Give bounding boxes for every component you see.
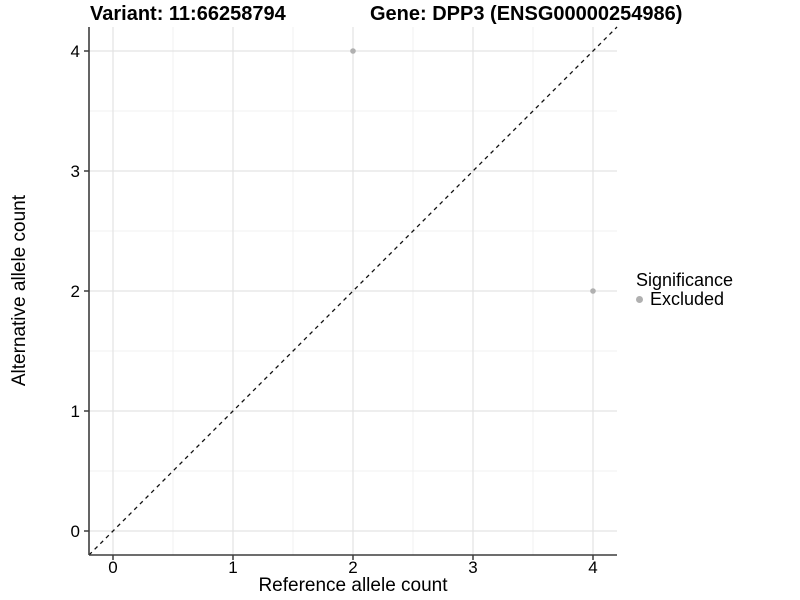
y-tick-label: 2 [71,282,80,301]
variant-title: Variant: 11:66258794 [90,3,286,25]
y-axis-title: Alternative allele count [9,195,30,387]
x-tick-label: 2 [348,558,357,577]
gene-title: Gene: DPP3 (ENSG00000254986) [370,3,683,25]
x-tick-label: 1 [228,558,237,577]
legend-entry-label: Excluded [650,289,725,309]
data-point [350,48,356,54]
legend-title: Significance [636,270,734,290]
legend: Significance Excluded [634,270,733,309]
y-tick-label: 1 [71,402,80,421]
y-axis-title-wrap: Alternative allele count [6,27,34,555]
legend-point-icon [636,296,643,303]
y-tick-label: 0 [71,522,80,541]
y-tick-label: 4 [71,42,80,61]
x-tick-label: 3 [468,558,477,577]
x-tick-label: 0 [108,558,117,577]
legend-entry-excluded: Excluded [634,290,733,309]
x-axis-title: Reference allele count [258,575,448,596]
data-point [590,288,596,294]
x-tick-label: 4 [588,558,597,577]
y-tick-label: 3 [71,162,80,181]
